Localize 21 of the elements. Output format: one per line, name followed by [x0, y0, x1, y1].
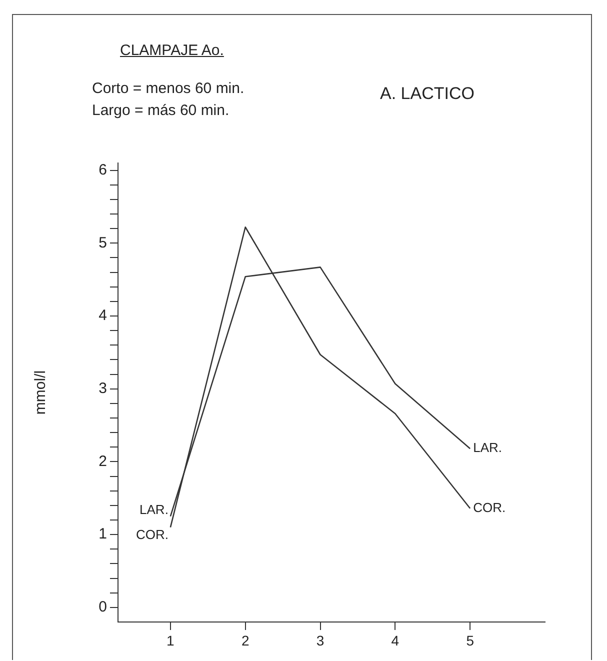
series-label: LAR.: [473, 440, 502, 456]
x-tick-label: 5: [466, 632, 474, 648]
x-tick-label: 1: [166, 632, 175, 648]
series-label: COR.: [473, 500, 506, 515]
x-tick-label: 2: [241, 632, 250, 648]
y-axis-title: mmol/l: [32, 370, 50, 415]
y-tick-label: 2: [98, 452, 107, 470]
y-tick-label: 0: [98, 598, 107, 616]
y-tick-label: 3: [98, 380, 107, 397]
text: Largo = más 60 min.: [92, 102, 230, 119]
y-tick-label: 5: [98, 234, 107, 252]
x-tick-label: 3: [316, 632, 324, 648]
chart-title: A. LACTICO: [380, 84, 474, 104]
x-tick-label: 4: [391, 632, 400, 648]
annotation: LAR.: [140, 502, 168, 517]
y-tick-label: 4: [98, 307, 107, 324]
annotation: COR.: [136, 526, 168, 542]
text: CLAMPAJE Ao.: [120, 42, 224, 59]
text: Corto = menos 60 min.: [92, 80, 244, 97]
y-tick-label: 1: [98, 526, 107, 543]
y-tick-label: 6: [98, 161, 107, 178]
